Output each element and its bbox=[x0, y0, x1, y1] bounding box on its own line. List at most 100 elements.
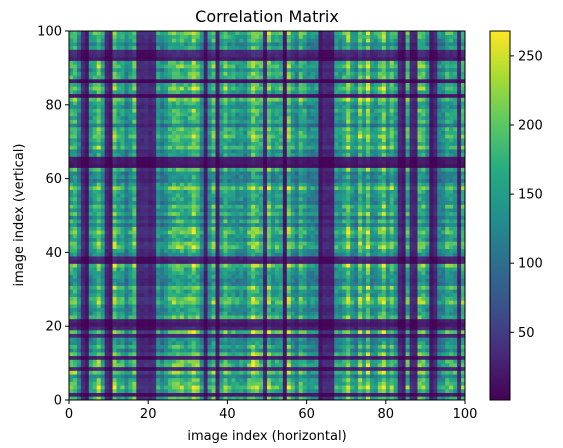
heatmap-cell bbox=[457, 270, 462, 275]
heatmap-cell bbox=[179, 340, 185, 345]
heatmap-cell bbox=[330, 296, 335, 301]
heatmap-cell bbox=[354, 263, 359, 268]
heatmap-cell bbox=[354, 304, 359, 309]
heatmap-cell bbox=[377, 285, 383, 290]
heatmap-cell bbox=[338, 304, 343, 309]
heatmap-cell bbox=[132, 337, 137, 342]
heatmap-cell bbox=[461, 245, 466, 250]
heatmap-cell bbox=[373, 333, 379, 338]
heatmap-cell bbox=[195, 222, 201, 227]
heatmap-cell bbox=[76, 230, 82, 235]
heatmap-cell bbox=[227, 326, 232, 331]
heatmap-cell bbox=[445, 355, 450, 360]
heatmap-cell bbox=[346, 370, 351, 375]
heatmap-cell bbox=[195, 304, 201, 309]
heatmap-cell bbox=[160, 329, 165, 334]
heatmap-cell bbox=[441, 241, 446, 246]
heatmap-cell bbox=[421, 396, 426, 401]
heatmap-cell bbox=[219, 385, 224, 390]
heatmap-cell bbox=[112, 374, 117, 379]
heatmap-cell bbox=[100, 281, 105, 286]
heatmap-cell bbox=[175, 304, 181, 309]
heatmap-cell bbox=[381, 256, 387, 261]
heatmap-cell bbox=[100, 322, 105, 327]
heatmap-cell bbox=[203, 363, 208, 368]
heatmap-cell bbox=[69, 267, 74, 272]
heatmap-cell bbox=[247, 392, 252, 397]
heatmap-cell bbox=[409, 241, 414, 246]
heatmap-cell bbox=[377, 219, 383, 224]
heatmap-cell bbox=[267, 381, 272, 386]
heatmap-cell bbox=[377, 307, 383, 312]
heatmap-cell bbox=[84, 352, 90, 357]
heatmap-cell bbox=[274, 337, 280, 342]
heatmap-cell bbox=[401, 377, 406, 382]
heatmap-cell bbox=[88, 267, 94, 272]
heatmap-cell bbox=[104, 340, 109, 345]
heatmap-cell bbox=[175, 318, 181, 323]
heatmap-cell bbox=[413, 370, 418, 375]
heatmap-cell bbox=[156, 396, 161, 401]
heatmap-cell bbox=[148, 388, 153, 393]
heatmap-cell bbox=[433, 359, 438, 364]
heatmap-cell bbox=[350, 281, 355, 286]
heatmap-cell bbox=[259, 252, 264, 257]
heatmap-cell bbox=[322, 388, 327, 393]
heatmap-cell bbox=[231, 248, 236, 253]
heatmap-cell bbox=[318, 344, 323, 349]
heatmap-cell bbox=[144, 252, 149, 257]
heatmap-cell bbox=[243, 377, 248, 382]
heatmap-cell bbox=[282, 340, 288, 345]
heatmap-cell bbox=[80, 281, 86, 286]
heatmap-cell bbox=[235, 307, 240, 312]
heatmap-cell bbox=[425, 340, 430, 345]
heatmap-cell bbox=[381, 289, 387, 294]
heatmap-cell bbox=[247, 385, 252, 390]
heatmap-cell bbox=[247, 278, 252, 283]
heatmap-cell bbox=[385, 370, 391, 375]
heatmap-cell bbox=[373, 344, 379, 349]
heatmap-cell bbox=[96, 304, 102, 309]
heatmap-cell bbox=[267, 333, 272, 338]
heatmap-cell bbox=[259, 348, 264, 353]
heatmap-cell bbox=[441, 385, 446, 390]
heatmap-cell bbox=[274, 296, 280, 301]
heatmap-cell bbox=[274, 307, 280, 312]
heatmap-cell bbox=[112, 381, 117, 386]
heatmap-cell bbox=[263, 274, 268, 279]
heatmap-cell bbox=[445, 230, 450, 235]
heatmap-cell bbox=[425, 259, 430, 264]
heatmap-cell bbox=[369, 388, 375, 393]
heatmap-cell bbox=[215, 226, 220, 231]
heatmap-cell bbox=[128, 348, 133, 353]
heatmap-cell bbox=[132, 289, 137, 294]
heatmap-cell bbox=[263, 256, 268, 261]
heatmap-cell bbox=[389, 222, 395, 227]
heatmap-cell bbox=[164, 256, 169, 261]
heatmap-cell bbox=[457, 230, 462, 235]
heatmap-cell bbox=[132, 307, 137, 312]
heatmap-cell bbox=[120, 226, 125, 231]
heatmap-cell bbox=[124, 270, 129, 275]
heatmap-cell bbox=[263, 307, 268, 312]
heatmap-cell bbox=[136, 337, 141, 342]
heatmap-cell bbox=[425, 385, 430, 390]
heatmap-cell bbox=[136, 270, 141, 275]
heatmap-cell bbox=[330, 233, 335, 238]
heatmap-cell bbox=[338, 237, 343, 242]
heatmap-cell bbox=[298, 292, 303, 298]
heatmap-cell bbox=[425, 337, 430, 342]
heatmap-cell bbox=[314, 226, 319, 231]
heatmap-cell bbox=[211, 363, 216, 368]
heatmap-cell bbox=[124, 326, 129, 331]
heatmap-cell bbox=[112, 388, 117, 393]
heatmap-cell bbox=[175, 263, 181, 268]
heatmap-cell bbox=[286, 289, 292, 294]
heatmap-cell bbox=[354, 337, 359, 342]
heatmap-cell bbox=[120, 230, 125, 235]
heatmap-cell bbox=[358, 289, 363, 294]
heatmap-cell bbox=[227, 374, 232, 379]
heatmap-cell bbox=[251, 329, 256, 334]
heatmap-cell bbox=[389, 248, 395, 253]
heatmap-cell bbox=[405, 352, 410, 357]
